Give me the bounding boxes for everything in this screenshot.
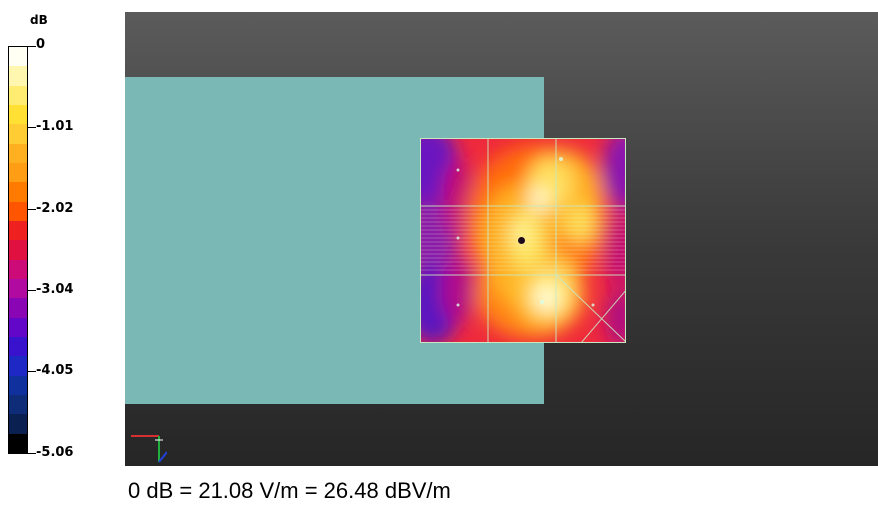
legend-tick-1 (28, 127, 36, 128)
colorbar-segment (9, 47, 27, 67)
legend-label-0: 0 (36, 37, 46, 52)
legend-tick-5 (28, 453, 36, 454)
legend-tick-2 (28, 209, 36, 210)
colorbar-segment (9, 66, 27, 86)
colorbar-segment (9, 124, 27, 144)
legend-label-1: -1.01 (36, 119, 74, 134)
colorbar-segment (9, 201, 27, 221)
colorbar-segment (9, 356, 27, 376)
colorbar-segment (9, 375, 27, 395)
colorbar-segment (9, 278, 27, 299)
colorbar-segment (9, 104, 27, 125)
reference-value-caption: 0 dB = 21.08 V/m = 26.48 dBV/m (128, 478, 451, 503)
colorbar-segment (9, 317, 27, 337)
colorbar-segment (9, 394, 27, 415)
colorbar-segment (9, 85, 27, 105)
colorbar-segment (9, 143, 27, 163)
colorbar-segment (9, 298, 27, 318)
colorbar-segment (9, 182, 27, 202)
legend-label-3: -3.04 (36, 282, 74, 297)
legend-tick-3 (28, 290, 36, 291)
colorbar-segment (9, 162, 27, 183)
colorbar-segment (9, 220, 27, 241)
legend-label-5: -5.06 (36, 445, 74, 460)
legend-tick-4 (28, 371, 36, 372)
colorbar-segment (9, 259, 27, 279)
xyz-axis-triad-icon (131, 435, 167, 463)
probe-marker-icon (518, 237, 525, 244)
field-scan-area (420, 138, 626, 343)
colorbar-segment (9, 414, 27, 434)
legend-label-4: -4.05 (36, 363, 74, 378)
colorbar-segment (9, 240, 27, 260)
legend-tick-0 (28, 46, 36, 47)
colorbar (8, 46, 28, 454)
colorbar-legend: dB 0 -1.01 -2.02 -3.04 -4.05 -5.06 (0, 0, 120, 470)
legend-label-2: -2.02 (36, 201, 74, 216)
legend-unit: dB (30, 13, 48, 27)
colorbar-segment (9, 336, 27, 357)
3d-viewport[interactable] (125, 12, 878, 466)
colorbar-segment (9, 433, 27, 453)
